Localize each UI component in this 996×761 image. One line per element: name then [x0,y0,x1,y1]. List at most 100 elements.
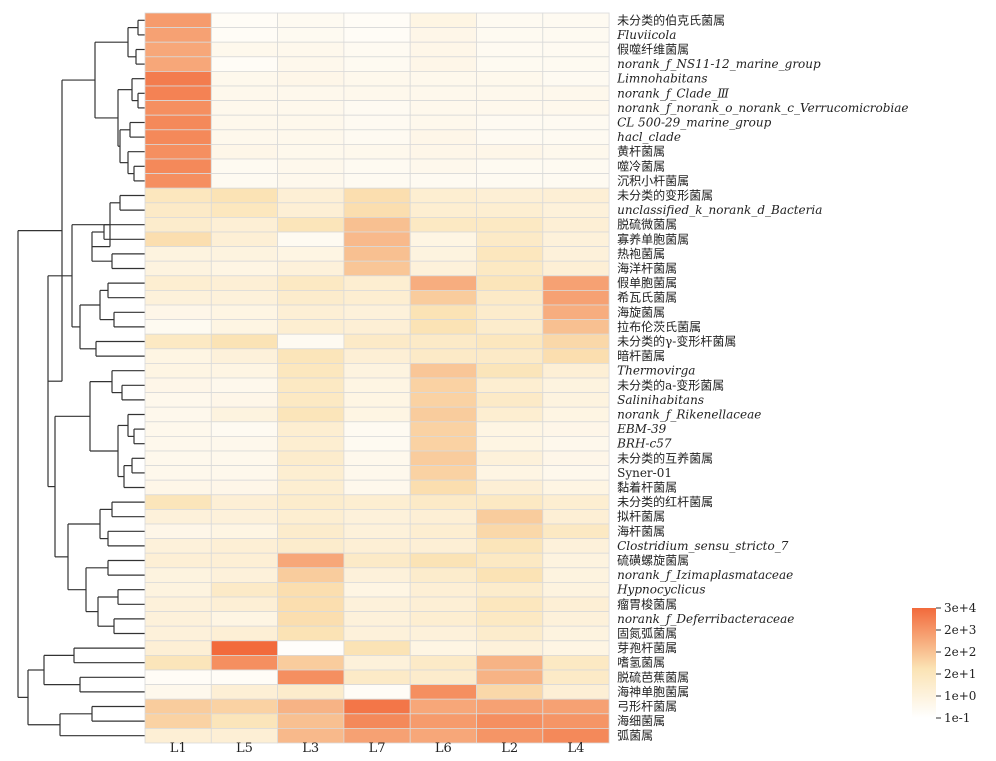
heatmap-cell [277,465,345,481]
heatmap-cell [210,362,279,379]
heatmap-cell [409,465,477,481]
column-label: L5 [236,741,253,756]
row-label: 假噬纤维菌属 [617,42,689,57]
legend-ticks: 3e+4 2e+3 2e+2 2e+1 1e+0 1e-1 [936,601,977,725]
heatmap-cell [409,85,477,102]
heatmap-cell [277,669,345,686]
heatmap-cell [144,246,212,262]
heatmap-cell [277,129,345,145]
heatmap-cell [409,27,477,43]
column-label: L1 [170,741,187,756]
heatmap-cell [542,567,610,583]
heatmap-cell [409,231,477,248]
row-label: 假单胞菌属 [617,276,677,290]
heatmap-cell [343,508,411,525]
heatmap-cell [277,319,345,335]
heatmap-cell [210,479,279,496]
heatmap-cell [409,552,477,569]
heatmap-cell [277,655,345,671]
heatmap-cell [542,187,610,204]
heatmap-cell [343,684,411,700]
heatmap-cell [542,625,610,642]
heatmap-cell [343,640,411,656]
row-label: Fluviicola [616,28,676,42]
heatmap-cell [409,333,477,350]
heatmap-cell [409,392,477,408]
heatmap-cell [542,216,610,233]
heatmap-cell [476,669,544,686]
column-label: L2 [501,741,518,756]
row-dendrogram [17,19,145,737]
heatmap-cell [210,538,279,554]
heatmap-cell [476,538,544,554]
heatmap-cell [144,362,212,379]
heatmap-cell [144,669,212,686]
row-label: norank_f_Izimaplasmataceae [617,568,793,582]
heatmap-cell [210,216,279,233]
heatmap-cell [277,41,345,58]
row-label: 海细菌属 [617,713,665,728]
heatmap-cell [210,319,279,335]
heatmap-cell [343,187,411,204]
heatmap-cell [210,567,279,583]
heatmap-cell [144,100,212,116]
heatmap-cell [210,275,279,291]
heatmap-cell [144,114,212,131]
heatmap-cell [343,143,411,160]
heatmap-cell [542,450,610,467]
heatmap-cell [277,582,345,598]
heatmap-cell [542,202,610,218]
heatmap-cell [144,684,212,700]
heatmap-cell [343,377,411,394]
heatmap-cell [343,465,411,481]
heatmap-cell [343,392,411,408]
heatmap-cell [542,698,610,715]
row-label: hacl_clade [617,130,681,144]
heatmap-cell [277,100,345,116]
heatmap-cell [542,435,610,452]
heatmap-cell [210,100,279,116]
heatmap-cell [210,625,279,642]
heatmap-cell [542,27,610,43]
heatmap-cell [476,640,544,656]
heatmap-cell [542,582,610,598]
heatmap-cell [277,216,345,233]
heatmap-cell [343,114,411,131]
row-label: 黄杆菌属 [617,145,665,159]
heatmap-cell [277,231,345,248]
heatmap-cell [343,41,411,58]
row-label: Limnohabitans [616,72,707,86]
heatmap-cell [542,552,610,569]
heatmap-cell [542,231,610,248]
heatmap-cell [542,377,610,394]
heatmap-cell [343,333,411,350]
heatmap-cell [210,669,279,686]
heatmap-cell [542,465,610,481]
heatmap-cell [277,494,345,510]
heatmap-cell [277,523,345,540]
heatmap-cell [476,129,544,145]
heatmap-cell [476,523,544,540]
heatmap-cell [277,289,345,306]
heatmap-cell [409,173,477,189]
heatmap-cell [343,582,411,598]
heatmap-cell [277,538,345,554]
heatmap-cell [210,523,279,540]
heatmap-cell [210,41,279,58]
heatmap-cell [144,333,212,350]
heatmap-cell [542,173,610,189]
heatmap-cell [144,567,212,583]
heatmap-cell [144,421,212,437]
legend-tick-label: 3e+4 [944,601,977,615]
row-label: 热袍菌属 [617,246,665,261]
legend-tick-label: 2e+2 [944,645,976,659]
heatmap-cell [277,158,345,175]
heatmap-cell [542,56,610,72]
heatmap-cell [144,319,212,335]
heatmap-cell [542,494,610,510]
heatmap-cell [476,362,544,379]
heatmap-cell [542,392,610,408]
heatmap-cell [210,435,279,452]
heatmap-cell [343,275,411,291]
heatmap-cell [476,698,544,715]
